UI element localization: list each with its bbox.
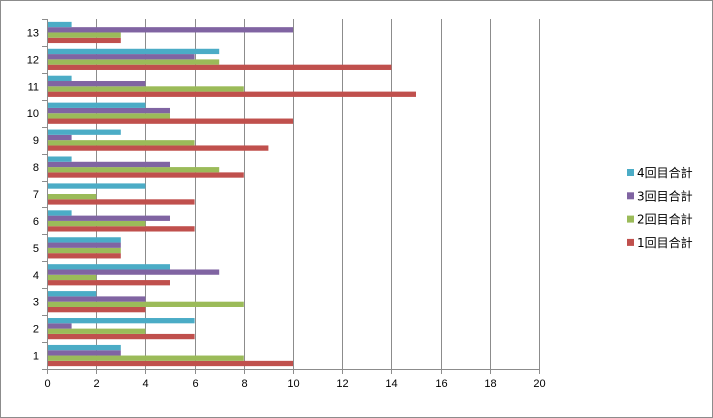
bar [48,247,121,254]
x-tick-label: 0 [44,378,50,390]
bar [48,54,195,60]
legend-label: 1回目合計 [637,235,693,250]
bar [48,145,269,151]
legend: 4回目合計 3回目合計 2回目合計 1回目合計 [627,165,693,250]
bars [48,21,416,367]
y-tick-label: 3 [33,297,39,309]
bar [48,269,220,275]
bar [48,242,121,248]
bar [48,199,195,205]
bar [48,210,72,216]
bar [48,291,97,297]
bar [48,194,97,200]
bar [48,344,121,351]
gridlines [96,19,540,369]
y-tick-label: 2 [33,324,39,336]
x-tick-label: 8 [241,378,247,390]
bar [48,118,293,124]
bar [48,107,170,114]
bar [48,161,170,168]
bar [48,253,121,259]
y-tick-label: 4 [33,270,39,282]
bar [48,318,195,324]
legend-swatch [627,238,634,246]
legend-swatch [627,169,634,176]
legend-label: 4回目合計 [637,165,693,180]
bar [48,237,121,243]
x-tick-label: 12 [336,378,348,390]
bar [48,355,244,361]
bar [48,140,195,146]
y-tick-label: 6 [33,216,39,228]
bar [48,37,121,44]
bar [48,215,170,221]
y-tick-label: 13 [27,27,39,39]
bar [48,32,121,38]
bar [48,350,121,356]
bar [48,264,170,270]
x-tick-label: 2 [93,378,99,390]
bar [48,75,72,82]
bar [48,274,97,281]
bar [48,306,146,313]
y-tick-label: 10 [27,108,39,120]
y-tick-label: 7 [33,189,39,201]
y-tick-label: 12 [27,54,39,66]
y-tick-label: 8 [33,162,39,174]
bar [48,102,146,108]
x-tick-label: 14 [385,378,397,390]
bar [48,48,220,55]
y-tick-label: 9 [33,135,39,147]
bar [48,220,146,227]
y-tick-label: 11 [28,81,39,93]
bar [48,59,220,65]
bar [48,86,244,92]
bar [48,183,146,189]
x-tick-label: 4 [142,378,148,390]
bar [48,333,195,340]
x-tick-label: 18 [484,378,496,390]
bar [48,21,72,28]
bar [48,134,72,141]
bar [48,27,293,33]
bar [48,301,244,307]
legend-swatch [627,192,634,200]
legend-label: 3回目合計 [637,188,693,203]
legend-swatch [627,215,634,223]
x-tick-label: 16 [435,378,447,390]
bar [48,64,392,70]
y-tick-label: 5 [33,243,39,255]
y-tick-label: 1 [33,351,39,363]
bar [48,328,146,334]
bar [48,226,195,232]
bar [48,360,293,367]
bar [48,81,146,87]
bar [48,323,72,329]
x-tick-label: 10 [287,378,299,390]
x-tick-label: 20 [533,378,545,390]
bar [48,156,72,162]
x-tick-label: 6 [192,378,198,390]
bar [48,113,170,119]
bar [48,296,146,302]
legend-label: 2回目合計 [637,212,693,227]
bar [48,129,121,135]
bar [48,280,170,286]
bar [48,91,416,97]
bar [48,167,220,173]
bar [48,172,244,178]
